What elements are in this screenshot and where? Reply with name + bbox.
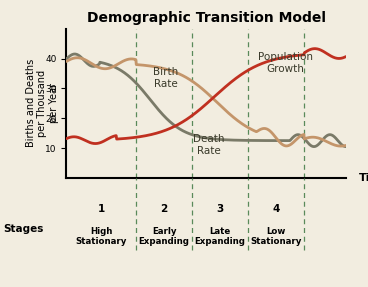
Y-axis label: Births and Deaths
per Thousand
per Year: Births and Deaths per Thousand per Year (26, 59, 59, 148)
Text: Early
Expanding: Early Expanding (139, 227, 190, 246)
Text: Death
Rate: Death Rate (193, 134, 224, 156)
Title: Demographic Transition Model: Demographic Transition Model (86, 11, 326, 25)
Text: 1: 1 (98, 204, 105, 214)
Text: High
Stationary: High Stationary (75, 227, 127, 246)
Text: 2: 2 (160, 204, 168, 214)
Text: 3: 3 (216, 204, 224, 214)
Text: Population
Growth: Population Growth (258, 52, 313, 74)
Text: Late
Expanding: Late Expanding (195, 227, 245, 246)
Text: Time: Time (358, 173, 368, 183)
Text: Birth
Rate: Birth Rate (153, 67, 178, 89)
Text: 4: 4 (272, 204, 280, 214)
Text: Stages: Stages (4, 224, 44, 234)
Text: Low
Stationary: Low Stationary (250, 227, 302, 246)
